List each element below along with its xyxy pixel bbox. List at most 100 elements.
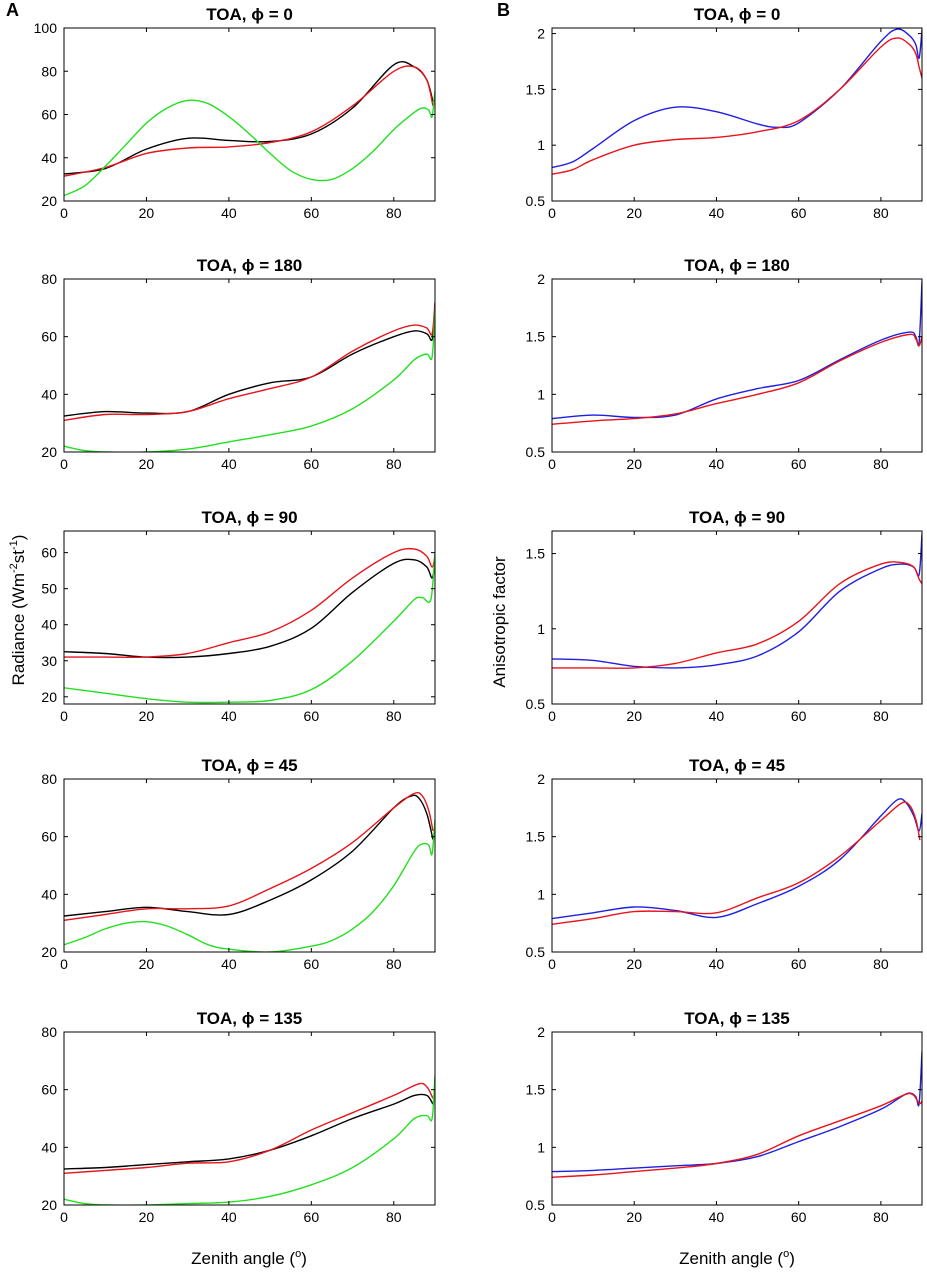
- left-y-axis-label: Radiance (Wm-2st-1): [8, 535, 28, 686]
- panel-b-4-title: TOA, ϕ = 135: [684, 1009, 790, 1028]
- xlabel-b-main: Zenith angle (: [679, 1249, 783, 1268]
- panel-a-2-xtick-label: 20: [139, 708, 155, 724]
- panel-a-0-ytick-label: 60: [41, 107, 57, 123]
- panel-a-2-series-green: [64, 552, 435, 704]
- panel-b-0-xtick-label: 60: [791, 205, 807, 221]
- panel-a-0-frame: [63, 27, 436, 202]
- panel-a-3-xtick-label: 0: [60, 956, 68, 972]
- panel-a-2-xtick-label: 60: [304, 708, 320, 724]
- panel-a-2-frame: [63, 530, 436, 705]
- panel-b-1-series-red: [552, 333, 922, 425]
- panel-b-0-xtick-label: 20: [626, 205, 642, 221]
- panel-a-1-xtick-label: 80: [386, 456, 402, 472]
- panel-b-4-ytick-label: 0.5: [526, 1197, 546, 1213]
- panel-a-0-xtick-label: 80: [386, 205, 402, 221]
- panel-a-3-ytick-label: 20: [41, 944, 57, 960]
- left-ylabel-sup1: -2: [8, 563, 20, 573]
- panel-b-3-ytick-label: 1: [537, 886, 545, 902]
- panel-a-1-series-green: [64, 307, 435, 452]
- panel-b-2: TOA, ϕ = 90 0 20 40 60 80 0.5 1 1.5: [526, 508, 923, 724]
- panel-a-0-series-green: [64, 90, 435, 197]
- left-ylabel-end: ): [9, 535, 28, 541]
- panel-a-4-xtick-label: 20: [139, 1209, 155, 1225]
- panel-a-3-series-red: [64, 791, 434, 921]
- panel-a-0-title: TOA, ϕ = 0: [206, 5, 293, 24]
- panel-b-4-xtick-label: 40: [709, 1209, 725, 1225]
- panel-a-2-title: TOA, ϕ = 90: [201, 508, 297, 527]
- panel-b-0-series-red: [552, 37, 922, 175]
- panel-a-4-ytick-label: 80: [41, 1024, 57, 1040]
- panel-b-4-series-red: [552, 1092, 922, 1178]
- panel-b-4: TOA, ϕ = 135 0 20 40 60 80 0.5 1 1.5 2: [526, 1009, 923, 1225]
- panel-a-3-xtick-label: 40: [221, 956, 237, 972]
- panel-b-2-ytick-label: 1: [537, 621, 545, 637]
- panel-b-0-ytick-label: 2: [537, 26, 545, 42]
- panel-b-3-frame: [551, 778, 923, 953]
- xlabel-a-sup: o: [295, 1248, 301, 1260]
- panel-b-2-title: TOA, ϕ = 90: [689, 508, 785, 527]
- panel-a-0-ytick-label: 80: [41, 63, 57, 79]
- panel-a-4-ytick-label: 20: [41, 1197, 57, 1213]
- panel-a-4-series-red: [64, 1082, 434, 1174]
- panel-b-4-xtick-label: 0: [548, 1209, 556, 1225]
- panel-b-3-ytick-label: 1.5: [526, 829, 546, 845]
- xlabel-b-sup: o: [783, 1248, 789, 1260]
- panel-b-0-frame: [551, 27, 923, 202]
- panel-a-1-title: TOA, ϕ = 180: [197, 256, 303, 275]
- panel-b-1-ytick-label: 0.5: [526, 444, 546, 460]
- panel-a-4-xtick-label: 40: [221, 1209, 237, 1225]
- left-ylabel-main: Radiance (Wm: [9, 573, 28, 685]
- panel-a-2-xtick-label: 40: [221, 708, 237, 724]
- panel-b-2-xtick-label: 60: [791, 708, 807, 724]
- panel-b-0-title: TOA, ϕ = 0: [694, 5, 781, 24]
- panel-a-3-xtick-label: 20: [139, 956, 155, 972]
- panel-a-3-series-green: [64, 819, 435, 952]
- panel-a-1-xtick-label: 0: [60, 456, 68, 472]
- panel-b-2-ytick-label: 1.5: [526, 546, 546, 562]
- panel-a-4-title: TOA, ϕ = 135: [197, 1009, 303, 1028]
- panel-b-3-title: TOA, ϕ = 45: [689, 756, 785, 775]
- panel-b-1-xtick-label: 40: [709, 456, 725, 472]
- panel-b-1-xtick-label: 60: [791, 456, 807, 472]
- panel-a-3-ytick-label: 80: [41, 771, 57, 787]
- panel-a-2-series-red: [64, 547, 435, 659]
- panel-b-0-ytick-label: 0.5: [526, 193, 546, 209]
- panel-b-3-xtick-label: 60: [791, 956, 807, 972]
- panel-b-0-xtick-label: 80: [873, 205, 889, 221]
- panel-b-0-ytick-label: 1.5: [526, 81, 546, 97]
- panel-b-0-xtick-label: 40: [709, 205, 725, 221]
- panel-b-4-xtick-label: 80: [873, 1209, 889, 1225]
- panel-b-3-ytick-label: 0.5: [526, 944, 546, 960]
- panel-letter-b: B: [497, 0, 510, 20]
- panel-b-4-ytick-label: 1.5: [526, 1082, 546, 1098]
- panel-b-4-ytick-label: 2: [537, 1024, 545, 1040]
- panel-letter-a: A: [6, 0, 19, 20]
- panel-b-3-series-red: [552, 801, 921, 925]
- left-ylabel-sup2: -1: [8, 540, 20, 550]
- panel-a-3-series-black: [64, 794, 434, 917]
- panel-a-1-frame: [63, 278, 436, 453]
- panel-a-2-xtick-label: 80: [386, 708, 402, 724]
- panel-a-0-series-red: [64, 65, 434, 177]
- panel-b-4-frame: [551, 1031, 923, 1206]
- panel-b-1-ytick-label: 1: [537, 386, 545, 402]
- panel-b-2-xtick-label: 20: [626, 708, 642, 724]
- panel-b-4-xtick-label: 20: [626, 1209, 642, 1225]
- panel-a-3-title: TOA, ϕ = 45: [201, 756, 297, 775]
- panel-b-0-series-blue: [552, 28, 922, 169]
- left-ylabel-mid: st: [9, 550, 28, 564]
- panel-b-3-xtick-label: 80: [873, 956, 889, 972]
- panel-a-4-ytick-label: 40: [41, 1139, 57, 1155]
- panel-a-4-xtick-label: 60: [304, 1209, 320, 1225]
- panel-b-2-ytick-label: 0.5: [526, 696, 546, 712]
- panel-a-0-xtick-label: 60: [304, 205, 320, 221]
- panel-a-1-series-red: [64, 302, 435, 421]
- panel-a-4-frame: [63, 1031, 436, 1206]
- panel-a-2-ytick-label: 40: [41, 617, 57, 633]
- panel-b-1-frame: [551, 278, 923, 453]
